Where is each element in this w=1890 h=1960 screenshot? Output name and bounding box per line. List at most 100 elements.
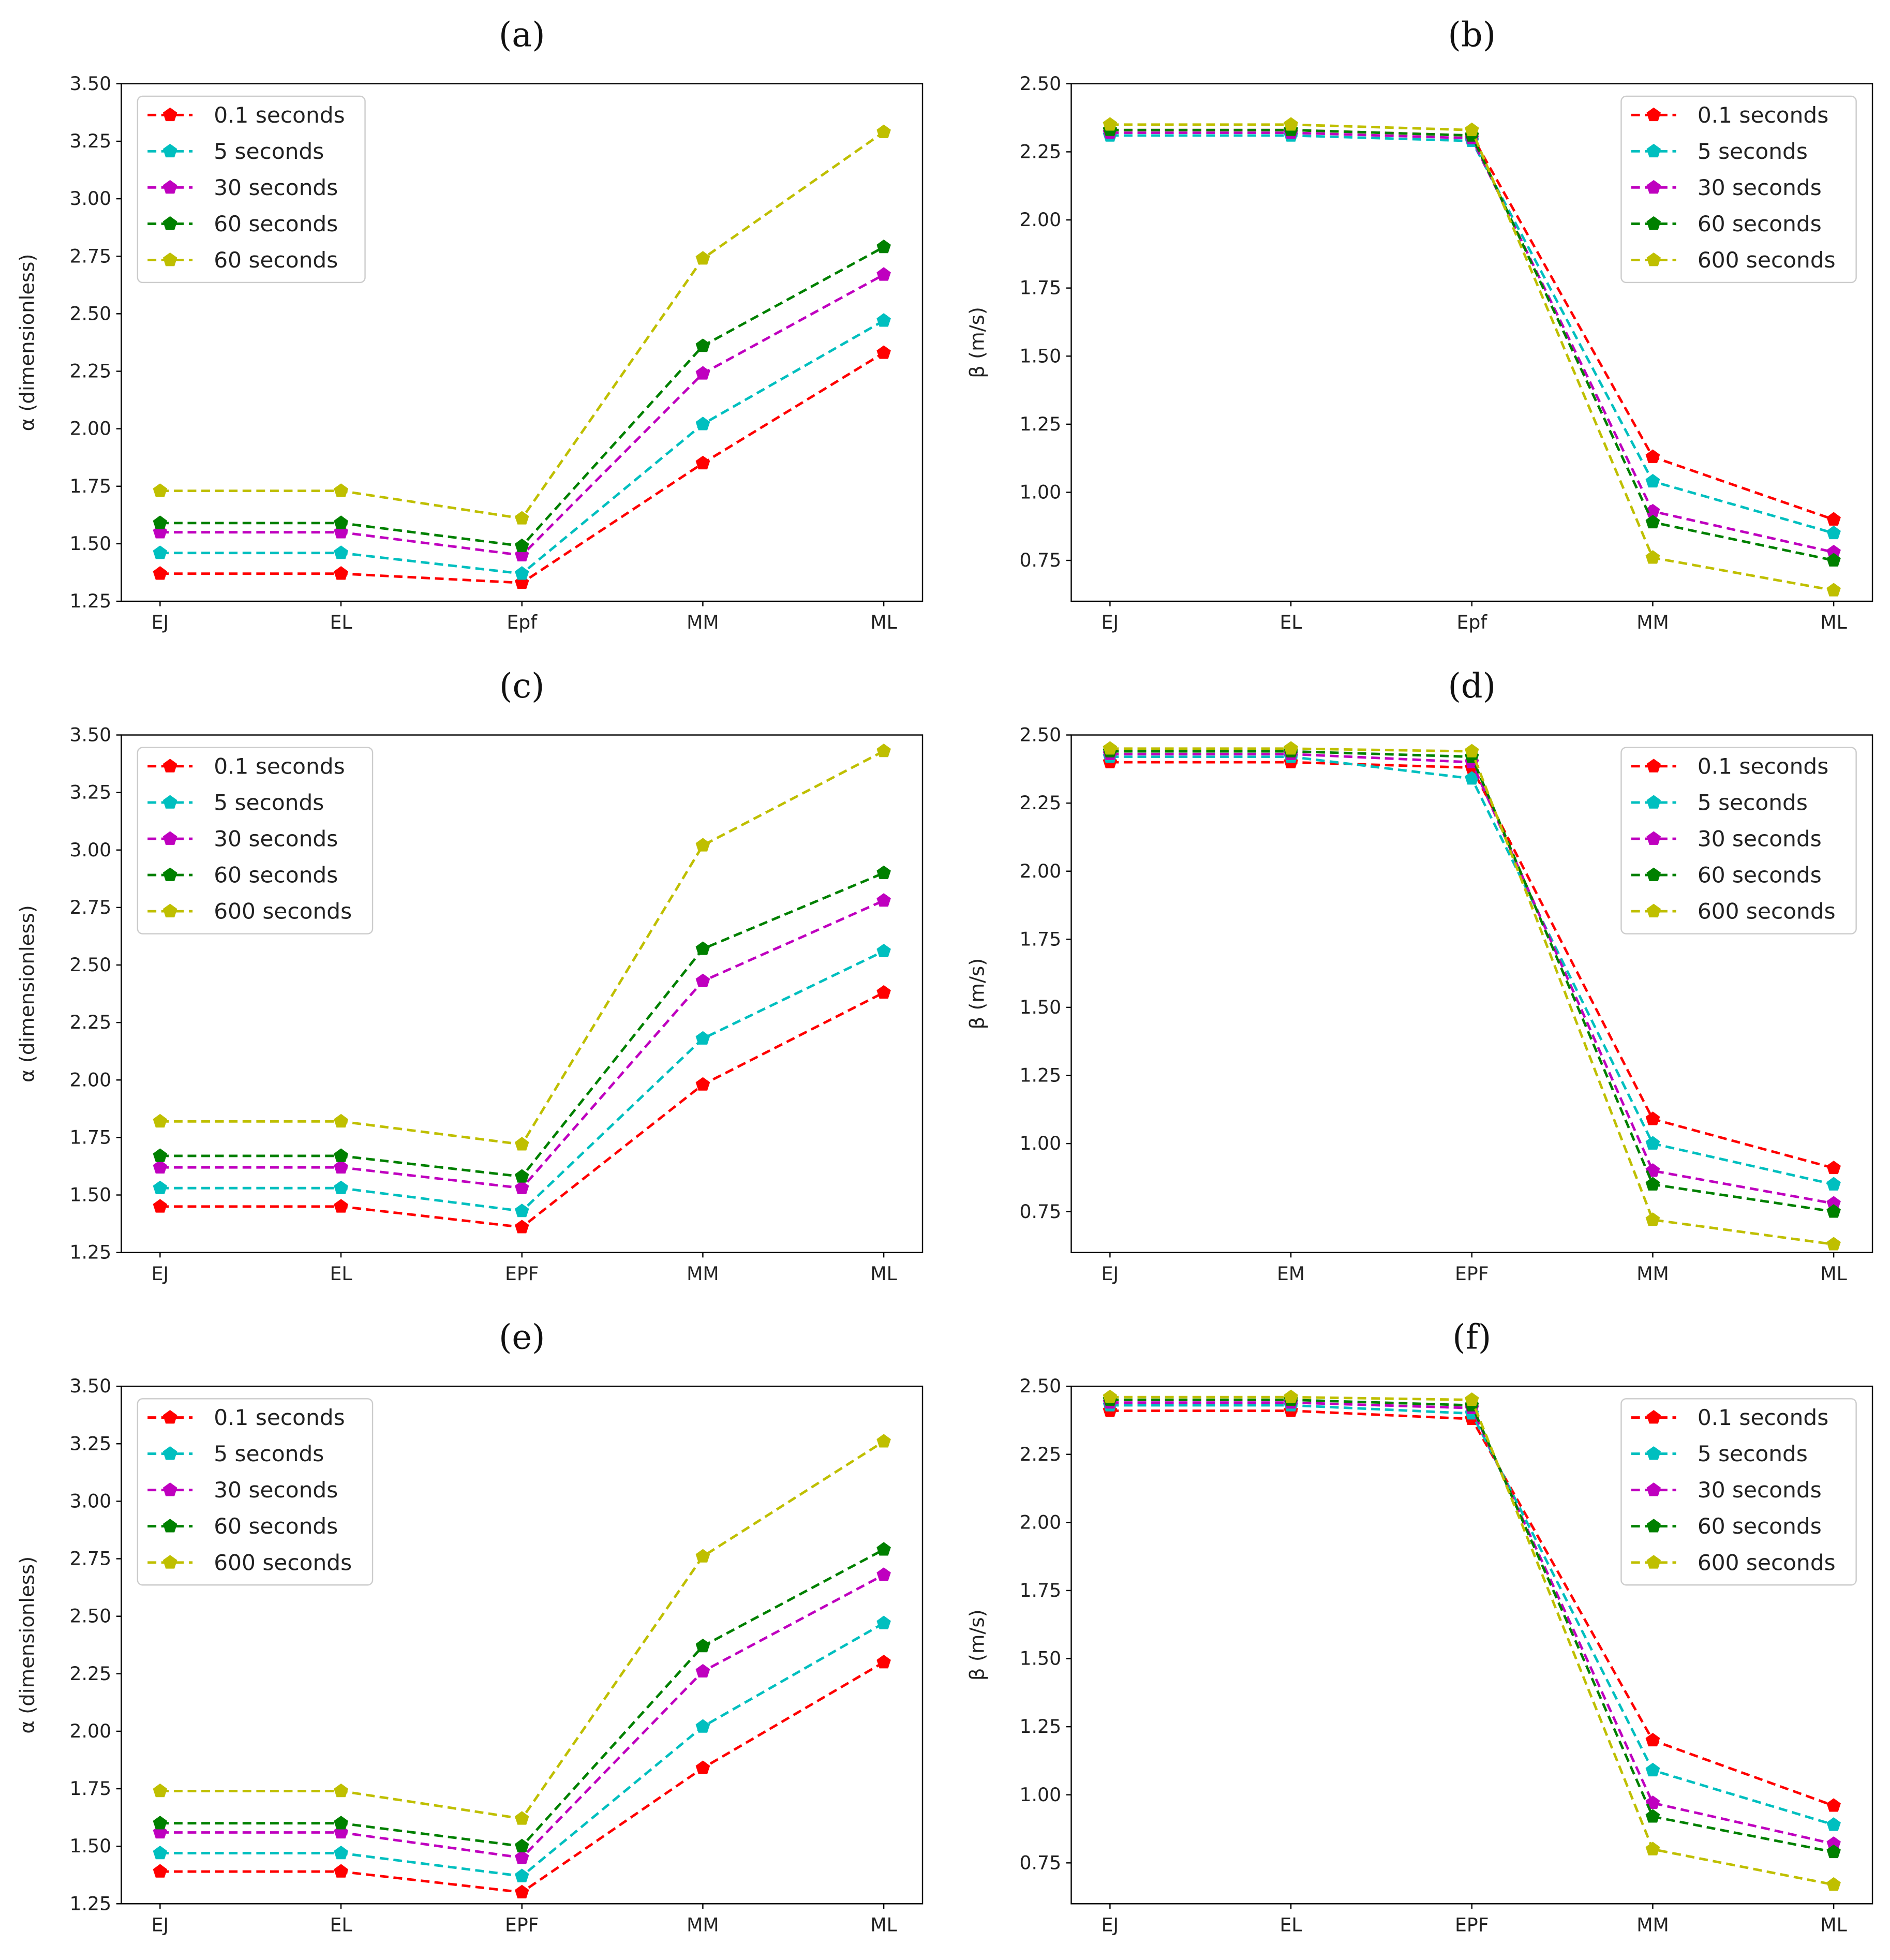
x-tick-label: ML [1820, 1913, 1847, 1936]
y-tick-label: 2.50 [1020, 72, 1062, 95]
y-tick-label: 2.00 [1020, 860, 1062, 882]
data-point [153, 1783, 168, 1798]
y-tick-label: 1.25 [69, 590, 111, 612]
legend-label: 5 seconds [214, 790, 324, 815]
y-tick-label: 2.00 [69, 1720, 111, 1742]
data-point [334, 1864, 348, 1878]
y-tick-label: 2.75 [69, 896, 111, 918]
y-tick-label: 2.25 [69, 1662, 111, 1685]
panel-label: (b) [1448, 15, 1496, 54]
data-point [514, 1137, 529, 1151]
legend-marker [162, 1410, 177, 1424]
series-line [160, 319, 885, 575]
data-point [695, 251, 710, 265]
x-tick-label: EL [330, 1913, 352, 1936]
x-tick-label: EPF [505, 1913, 539, 1936]
data-point [876, 1615, 891, 1629]
data-point [1284, 117, 1298, 131]
y-tick-label: 3.50 [69, 724, 111, 746]
data-point [1645, 1809, 1660, 1823]
data-point [334, 545, 348, 559]
data-point [876, 893, 891, 907]
y-tick-label: 1.50 [1020, 1647, 1062, 1670]
data-point [1645, 1212, 1660, 1226]
y-tick-label: 1.50 [69, 1184, 111, 1206]
legend-marker [1646, 107, 1661, 122]
legend-marker [1646, 216, 1661, 230]
y-tick-label: 3.00 [69, 1490, 111, 1512]
data-point [1645, 1762, 1660, 1777]
legend-label: 0.1 seconds [214, 1405, 345, 1430]
series-line [160, 1622, 885, 1878]
legend-frame [137, 1398, 374, 1586]
x-tick-label: ML [870, 1263, 897, 1285]
data-point [514, 1169, 529, 1183]
legend-marker [162, 143, 177, 158]
data-point [514, 1884, 529, 1898]
data-point [1103, 741, 1118, 755]
x-tick-label: EJ [1102, 1913, 1119, 1936]
y-tick-label: 1.75 [69, 1126, 111, 1148]
data-point [876, 865, 891, 880]
data-point [1826, 1196, 1841, 1210]
data-point [334, 1816, 348, 1830]
data-point [695, 838, 710, 852]
y-tick-label: 2.50 [69, 954, 111, 976]
data-point [153, 1845, 168, 1860]
x-tick-label: MM [1636, 1263, 1669, 1285]
data-point [695, 1664, 710, 1678]
legend-label: 0.1 seconds [1698, 1405, 1828, 1430]
data-point [876, 1434, 891, 1448]
y-tick-label: 1.75 [1020, 928, 1062, 950]
data-point [153, 1148, 168, 1162]
y-axis-label: β (m/s) [965, 307, 989, 378]
legend-label: 60 seconds [214, 863, 338, 888]
legend-label: 30 seconds [214, 1477, 338, 1503]
y-tick-label: 1.00 [1020, 1132, 1062, 1154]
y-tick-label: 1.75 [1020, 277, 1062, 299]
legend-marker [162, 903, 177, 917]
data-point [1826, 544, 1841, 558]
panel-label: (c) [499, 666, 544, 706]
y-axis-label: α (dimensionless) [16, 1556, 39, 1734]
data-point [1464, 1392, 1479, 1406]
data-point [153, 1864, 168, 1878]
y-axis-label: α (dimensionless) [16, 905, 39, 1082]
data-point [695, 417, 710, 430]
legend-label: 60 seconds [214, 211, 338, 236]
data-point [876, 943, 891, 958]
legend-marker [1646, 180, 1661, 194]
data-point [334, 1160, 348, 1174]
x-tick-label: EJ [152, 1913, 169, 1936]
y-tick-label: 2.75 [69, 1548, 111, 1570]
legend-label: 0.1 seconds [214, 753, 345, 779]
data-point [153, 1113, 168, 1128]
legend-marker [1646, 143, 1661, 158]
series-line [160, 1548, 885, 1848]
data-point [334, 515, 348, 529]
x-tick-label: EL [330, 1263, 352, 1285]
data-point [1645, 1733, 1660, 1747]
legend-marker [1646, 831, 1661, 845]
data-point [1826, 512, 1841, 526]
y-tick-label: 1.50 [69, 1835, 111, 1857]
x-tick-label: EL [330, 611, 352, 633]
data-point [334, 1113, 348, 1128]
y-tick-label: 1.75 [69, 475, 111, 497]
data-point [1826, 553, 1841, 567]
data-point [153, 1180, 168, 1194]
legend-marker [1646, 867, 1661, 881]
legend-frame [137, 747, 374, 934]
x-tick-label: EM [1277, 1263, 1305, 1285]
y-tick-label: 3.00 [69, 187, 111, 210]
y-tick-label: 2.25 [69, 360, 111, 382]
data-point [334, 1783, 348, 1798]
legend-marker [1646, 252, 1661, 266]
legend: 0.1 seconds 5 seconds 30 seconds 60 seconds… [137, 747, 374, 934]
data-point [1464, 744, 1479, 758]
data-point [1645, 514, 1660, 529]
data-point [876, 239, 891, 254]
subplot-d: (d) 0.75 1.00 1.25 1.50 1.75 2.00 2.25 2.50 EJ EM E… [965, 666, 1873, 1285]
y-tick-label: 3.00 [69, 839, 111, 861]
x-tick-label: ML [870, 1913, 897, 1936]
